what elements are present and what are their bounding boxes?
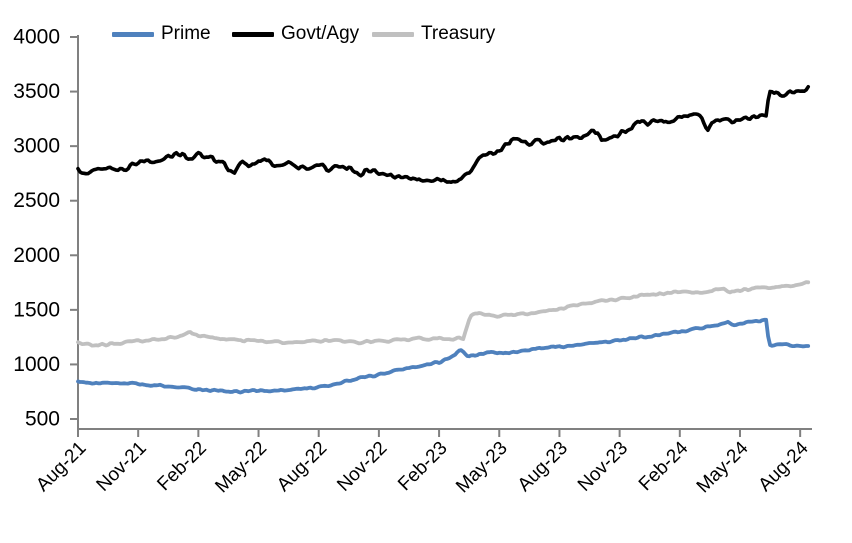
x-axis-label: Feb-23 [394,438,451,495]
y-axis-label: 1500 [13,298,60,321]
legend-label-treasury: Treasury [421,23,496,44]
x-axis-label: Aug-21 [32,438,90,496]
treasury-line-swatch [372,31,414,37]
x-axis-label: Feb-22 [153,438,210,495]
series-line-treasury [76,280,811,348]
y-axis-label: 2500 [13,189,60,212]
legend-item-prime: Prime [112,22,211,46]
x-axis-label: Aug-22 [273,438,331,496]
y-axis-label: 3000 [13,135,60,158]
y-axis-label: 500 [25,408,60,431]
x-axis-label: Feb-24 [635,437,693,495]
y-axis-label: 2000 [13,244,60,267]
x-axis-label: May-24 [693,437,753,497]
x-axis-label: Nov-22 [333,438,391,496]
legend-item-govt-agy: Govt/Agy [232,22,359,46]
legend-label-prime: Prime [161,23,211,44]
x-axis-label: Nov-21 [93,438,151,496]
x-axis-label: Nov-23 [574,438,632,496]
x-axis-label: Aug-23 [514,438,572,496]
prime-line-swatch [112,31,154,37]
y-axis-label: 4000 [13,26,60,49]
x-axis-label: May-23 [452,438,512,498]
legend: Prime Govt/Agy Treasury [0,22,852,46]
govt-agy-line-swatch [232,31,274,37]
series-line-govt-agy [76,85,810,184]
legend-label-govt-agy: Govt/Agy [281,23,360,44]
series-line-prime [76,317,811,395]
legend-item-treasury: Treasury [372,22,495,46]
y-axis-label: 1000 [13,353,60,376]
x-axis-label: Aug-24 [755,437,813,495]
x-axis-label: May-22 [211,438,271,498]
y-axis-label: 3500 [13,80,60,103]
